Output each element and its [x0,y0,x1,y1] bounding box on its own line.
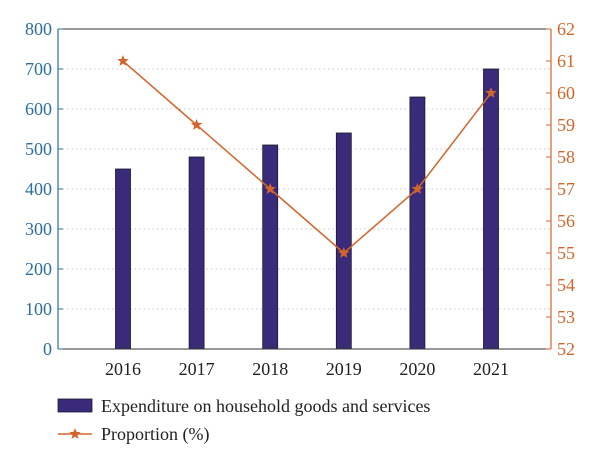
bar [262,144,279,350]
x-tick-label: 2021 [473,359,509,379]
left-tick-label: 600 [25,99,52,119]
left-tick-label: 700 [25,59,52,79]
grid-lines [58,68,551,310]
line-series [117,55,497,258]
left-tick-label: 800 [25,19,52,39]
x-tick-label: 2016 [105,359,141,379]
left-tick-label: 100 [25,299,52,319]
left-tick-label: 300 [25,219,52,239]
right-tick-label: 52 [557,339,575,359]
series-line [122,60,492,254]
bar [115,168,131,350]
left-tick-label: 500 [25,139,52,159]
right-tick-label: 60 [557,83,575,103]
x-tick-label: 2019 [326,359,362,379]
x-tick-label: 2020 [399,359,435,379]
right-tick-label: 55 [557,243,575,263]
legend-bar-swatch [57,398,93,413]
line-point [485,87,497,98]
bar-series [115,68,499,350]
legend-star-marker [69,428,81,439]
bar [409,96,426,350]
line-point [411,183,424,194]
left-tick-label: 0 [43,339,52,359]
line-point [190,119,203,130]
legend-bar-label: Expenditure on household goods and servi… [101,396,430,416]
bar [188,156,205,350]
right-tick-label: 56 [557,211,575,231]
line-point [117,55,129,66]
right-tick-label: 62 [557,19,575,39]
right-tick-label: 58 [557,147,575,167]
right-tick-label: 57 [557,179,575,199]
line-point [338,247,350,258]
axes: 0 100 200 300 400 500 600 700 800 52 53 54 55 56 57 58 5… [25,19,575,379]
left-tick-label: 200 [25,259,52,279]
legend: Expenditure on household goods and servi… [57,396,430,445]
right-tick-label: 61 [557,51,575,71]
right-tick-label: 54 [557,275,575,295]
x-tick-label: 2018 [252,359,288,379]
right-tick-label: 59 [557,115,575,135]
legend-line-label: Proportion (%) [101,424,209,445]
left-tick-label: 400 [25,179,52,199]
bar [335,132,352,350]
right-tick-label: 53 [557,307,575,327]
line-point [264,183,276,194]
bar [483,68,499,350]
x-tick-label: 2017 [179,359,215,379]
